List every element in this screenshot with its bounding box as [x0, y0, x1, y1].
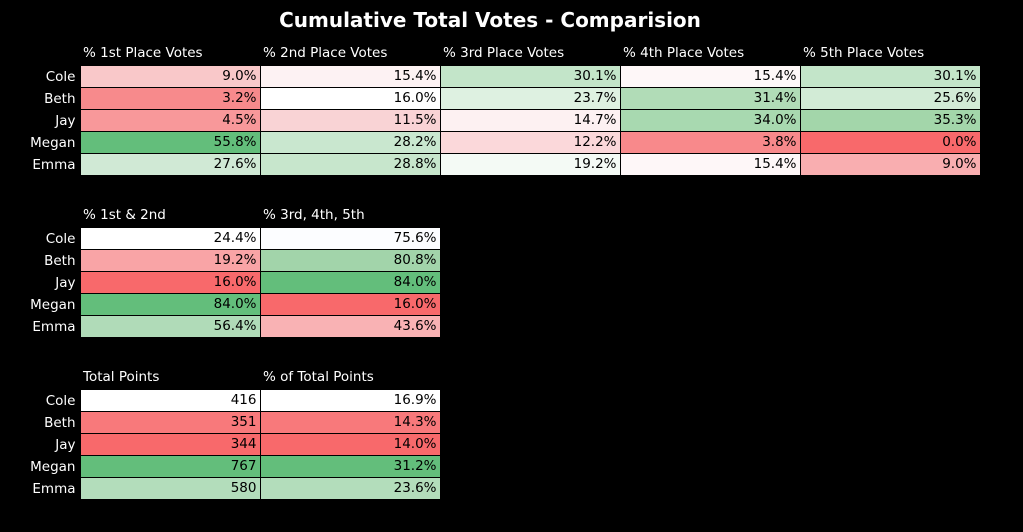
value-cell: 16.0%	[79, 271, 261, 294]
table-row: Megan 55.8% 28.2% 12.2% 3.8% 0.0%	[0, 131, 981, 154]
column-header: % 5th Place Votes	[803, 45, 925, 61]
table-row: Cole 9.0% 15.4% 30.1% 15.4% 30.1%	[0, 65, 981, 88]
table-row: Beth 19.2% 80.8%	[0, 249, 441, 272]
value-cell: 23.6%	[259, 477, 441, 500]
column-header: Total Points	[83, 369, 160, 385]
value-cell: 80.8%	[259, 249, 441, 272]
value-cell: 9.0%	[79, 65, 261, 88]
value-cell: 15.4%	[259, 65, 441, 88]
value-cell: 43.6%	[259, 315, 441, 338]
value-cell: 767	[79, 455, 261, 478]
row-label: Beth	[0, 411, 80, 434]
row-label: Megan	[0, 131, 80, 154]
row-label: Beth	[0, 87, 80, 110]
table-total-points: Total Points % of Total Points Cole 416 16.9…	[0, 366, 441, 500]
row-label: Cole	[0, 389, 80, 412]
value-cell: 416	[79, 389, 261, 412]
value-cell: 15.4%	[619, 153, 801, 176]
table-row: Jay 344 14.0%	[0, 433, 441, 456]
page-title: Cumulative Total Votes - Comparision	[279, 8, 701, 32]
table-row: Jay 4.5% 11.5% 14.7% 34.0% 35.3%	[0, 109, 981, 132]
column-header: % 4th Place Votes	[623, 45, 745, 61]
value-cell: 24.4%	[79, 227, 261, 250]
table-row: Megan 84.0% 16.0%	[0, 293, 441, 316]
value-cell: 14.0%	[259, 433, 441, 456]
header-row: % 1st Place Votes % 2nd Place Votes % 3rd …	[0, 42, 980, 66]
value-cell: 75.6%	[259, 227, 441, 250]
table-row: Emma 580 23.6%	[0, 477, 441, 500]
row-label: Emma	[0, 477, 80, 500]
value-cell: 19.2%	[439, 153, 621, 176]
value-cell: 56.4%	[79, 315, 261, 338]
value-cell: 35.3%	[799, 109, 981, 132]
row-label: Emma	[0, 315, 80, 338]
header-row: % 1st & 2nd % 3rd, 4th, 5th	[0, 204, 440, 228]
value-cell: 34.0%	[619, 109, 801, 132]
table-place-votes: % 1st Place Votes % 2nd Place Votes % 3rd …	[0, 42, 981, 176]
table-row: Jay 16.0% 84.0%	[0, 271, 441, 294]
value-cell: 84.0%	[79, 293, 261, 316]
value-cell: 9.0%	[799, 153, 981, 176]
value-cell: 12.2%	[439, 131, 621, 154]
row-label: Emma	[0, 153, 80, 176]
value-cell: 28.8%	[259, 153, 441, 176]
value-cell: 580	[79, 477, 261, 500]
value-cell: 15.4%	[619, 65, 801, 88]
value-cell: 16.9%	[259, 389, 441, 412]
value-cell: 14.3%	[259, 411, 441, 434]
value-cell: 84.0%	[259, 271, 441, 294]
column-header: % 1st Place Votes	[83, 45, 203, 61]
table-row: Megan 767 31.2%	[0, 455, 441, 478]
row-label: Megan	[0, 455, 80, 478]
row-label: Cole	[0, 65, 80, 88]
column-header: % 3rd Place Votes	[443, 45, 565, 61]
value-cell: 23.7%	[439, 87, 621, 110]
value-cell: 4.5%	[79, 109, 261, 132]
row-label: Megan	[0, 293, 80, 316]
corner-cell	[0, 204, 80, 228]
value-cell: 344	[79, 433, 261, 456]
table-combined-places: % 1st & 2nd % 3rd, 4th, 5th Cole 24.4% 75.6%…	[0, 204, 441, 338]
value-cell: 3.2%	[79, 87, 261, 110]
column-header: % 2nd Place Votes	[263, 45, 388, 61]
row-label: Cole	[0, 227, 80, 250]
value-cell: 28.2%	[259, 131, 441, 154]
value-cell: 27.6%	[79, 153, 261, 176]
column-header: % 3rd, 4th, 5th	[263, 207, 365, 223]
value-cell: 351	[79, 411, 261, 434]
column-header: % 1st & 2nd	[83, 207, 166, 223]
row-label: Beth	[0, 249, 80, 272]
row-label: Jay	[0, 271, 80, 294]
corner-cell	[0, 42, 80, 66]
value-cell: 11.5%	[259, 109, 441, 132]
value-cell: 55.8%	[79, 131, 261, 154]
header-row: Total Points % of Total Points	[0, 366, 440, 390]
value-cell: 16.0%	[259, 293, 441, 316]
row-label: Jay	[0, 433, 80, 456]
column-header: % of Total Points	[263, 369, 374, 385]
table-row: Emma 56.4% 43.6%	[0, 315, 441, 338]
table-row: Beth 3.2% 16.0% 23.7% 31.4% 25.6%	[0, 87, 981, 110]
table-row: Emma 27.6% 28.8% 19.2% 15.4% 9.0%	[0, 153, 981, 176]
value-cell: 31.4%	[619, 87, 801, 110]
value-cell: 31.2%	[259, 455, 441, 478]
table-row: Beth 351 14.3%	[0, 411, 441, 434]
value-cell: 25.6%	[799, 87, 981, 110]
table-row: Cole 24.4% 75.6%	[0, 227, 441, 250]
row-label: Jay	[0, 109, 80, 132]
value-cell: 3.8%	[619, 131, 801, 154]
value-cell: 0.0%	[799, 131, 981, 154]
table-row: Cole 416 16.9%	[0, 389, 441, 412]
value-cell: 14.7%	[439, 109, 621, 132]
value-cell: 19.2%	[79, 249, 261, 272]
value-cell: 30.1%	[439, 65, 621, 88]
value-cell: 30.1%	[799, 65, 981, 88]
corner-cell	[0, 366, 80, 390]
value-cell: 16.0%	[259, 87, 441, 110]
